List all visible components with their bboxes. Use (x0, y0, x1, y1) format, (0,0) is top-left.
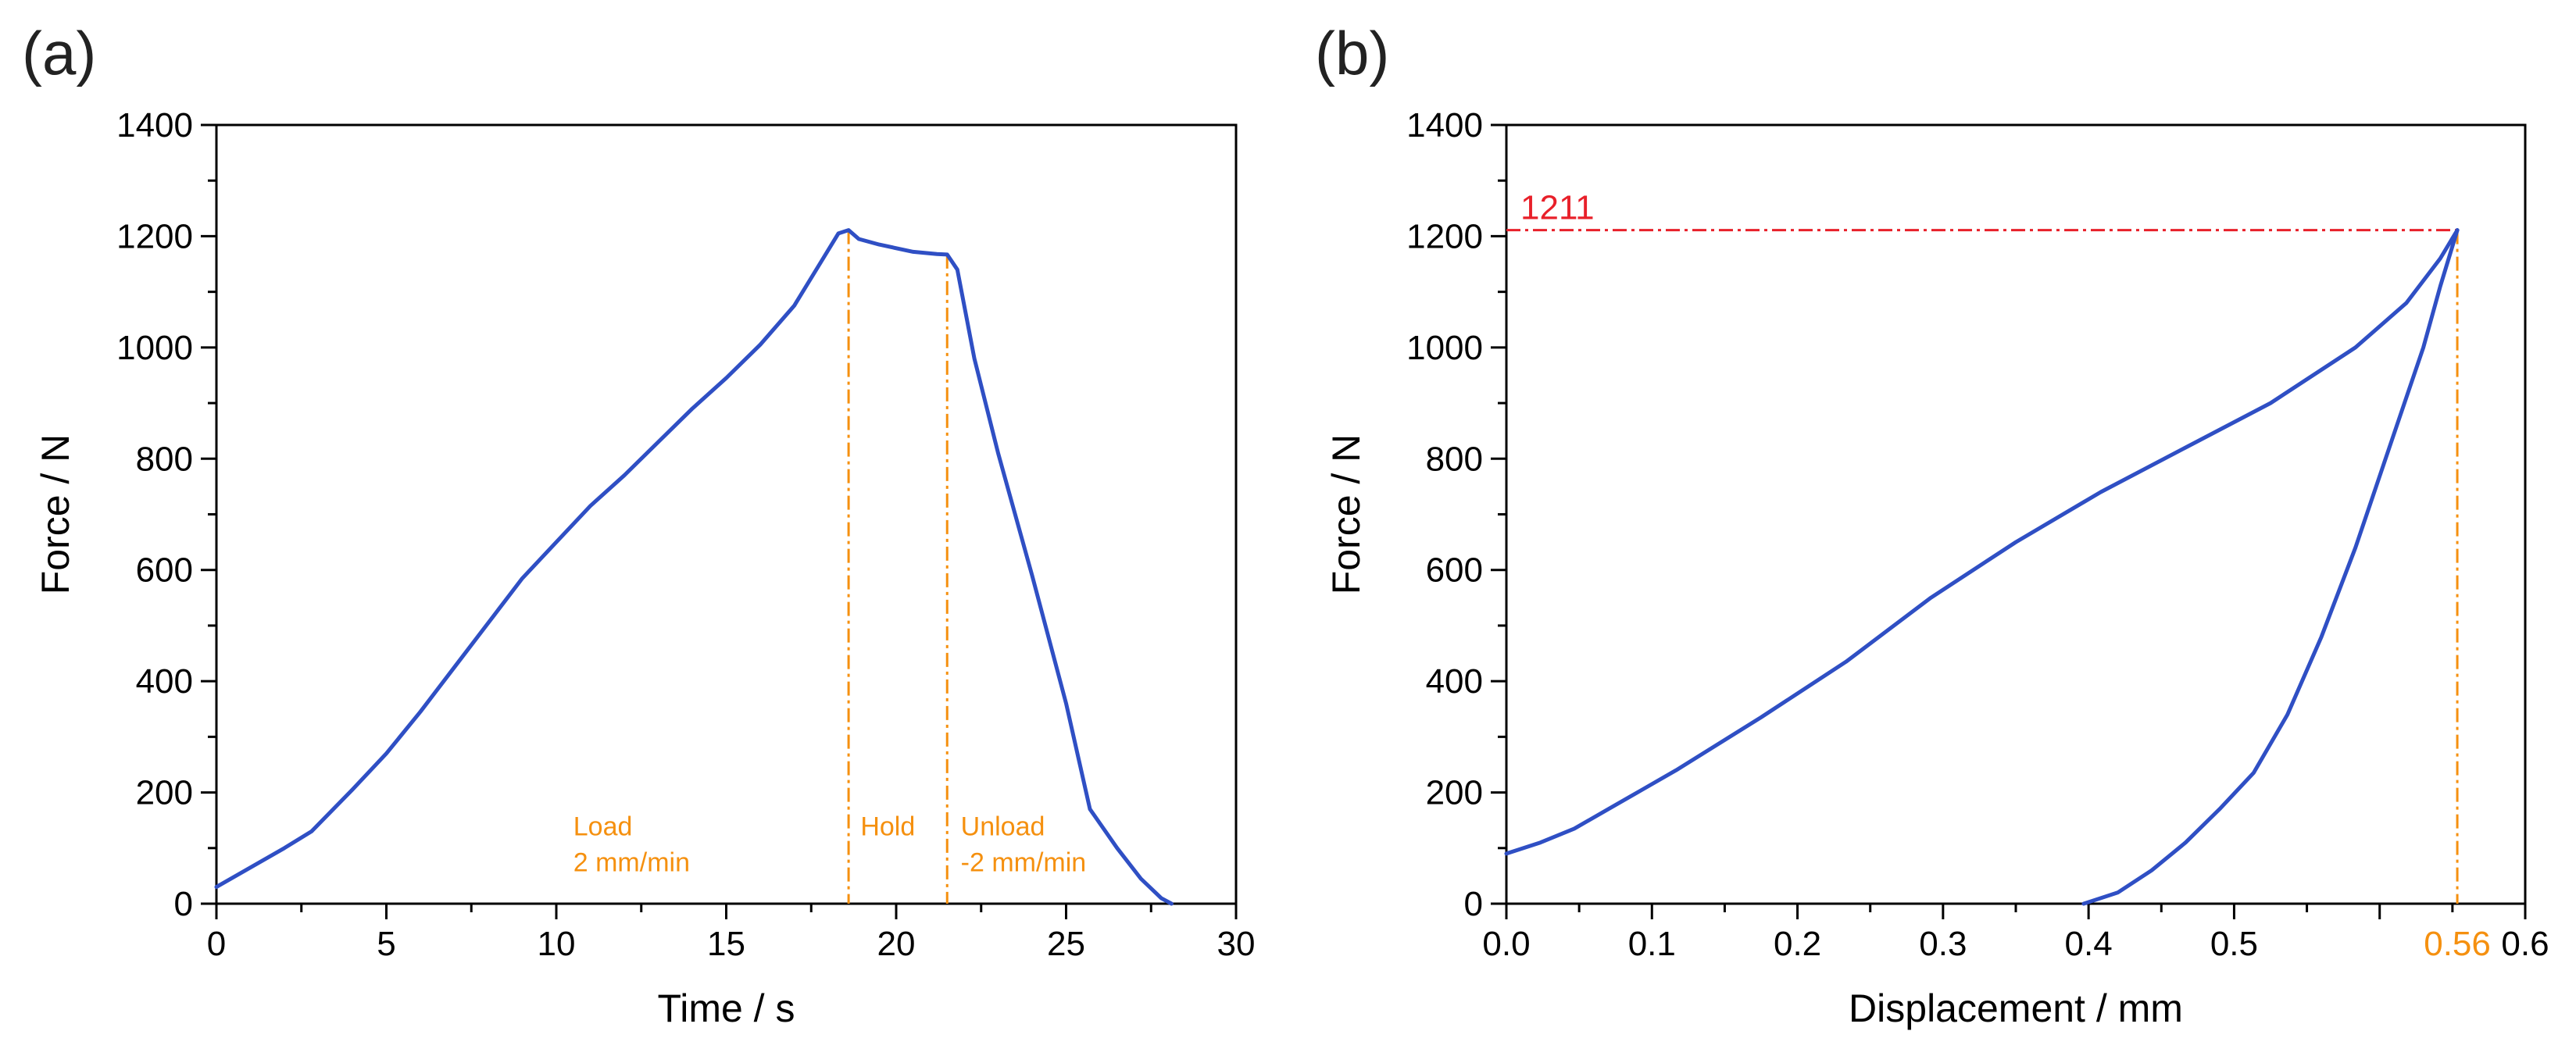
y-tick-label-b: 200 (1426, 774, 1483, 812)
x-tick-label-b: 0.6 (2501, 925, 2549, 963)
x-tick-label-a: 5 (377, 925, 395, 963)
y-tick-label-b: 1200 (1406, 217, 1483, 255)
y-axis-title-a: Force / N (34, 434, 77, 595)
x-tick-label-a: 30 (1217, 925, 1256, 963)
x-tick-label-b: 0.4 (2065, 925, 2113, 963)
y-tick-label-a: 1400 (116, 106, 193, 144)
x-tick-label-a: 20 (877, 925, 916, 963)
panel-b-chart: (b) 0.0 0.1 0.2 0.3 0.4 0.5 0.6 0 200 400 600 800 100… (1315, 19, 2549, 1030)
phase-annotation: Load (573, 812, 633, 841)
x-tick-label-b: 0.2 (1774, 925, 1821, 963)
x-tick-label-b: 0.0 (1482, 925, 1530, 963)
y-tick-label-b: 0 (1464, 885, 1483, 923)
series-line-loading (1504, 228, 2460, 856)
phase-annotation: Unload (961, 812, 1045, 841)
panel-label-a: (a) (22, 19, 96, 87)
x-tick-label-a: 15 (707, 925, 745, 963)
phase-annotation: -2 mm/min (961, 848, 1087, 878)
y-tick-label-a: 800 (136, 440, 193, 478)
x-tick-label-a: 0 (207, 925, 226, 963)
y-tick-label-b: 1400 (1406, 106, 1483, 144)
y-tick-label-b: 1000 (1406, 329, 1483, 367)
y-tick-label-a: 400 (136, 662, 193, 701)
series-line-force-time (214, 228, 1174, 906)
x-tick-label-a: 10 (538, 925, 576, 963)
y-tick-label-a: 600 (136, 551, 193, 590)
peak-displacement-label: 0.56 (2424, 925, 2491, 963)
y-axis-title-b: Force / N (1324, 434, 1368, 595)
series-line-unloading (2081, 228, 2460, 906)
panel-a-chart: (a) 0 5 10 15 20 25 30 0 200 400 600 800 1000 1200 1400… (22, 19, 1255, 1030)
phase-annotation: 2 mm/min (573, 848, 690, 878)
phase-annotation: Hold (860, 812, 915, 841)
x-tick-label-b: 0.3 (1919, 925, 1967, 963)
x-tick-label-b: 0.5 (2210, 925, 2258, 963)
x-axis-title-b: Displacement / mm (1849, 986, 2183, 1030)
y-tick-label-a: 0 (174, 885, 193, 923)
y-tick-label-a: 1000 (116, 329, 193, 367)
x-tick-label-b: 0.1 (1628, 925, 1676, 963)
plot-frame-b (1505, 123, 2527, 905)
x-axis-title-a: Time / s (658, 986, 795, 1030)
y-tick-label-b: 400 (1426, 662, 1483, 701)
y-tick-label-b: 800 (1426, 440, 1483, 478)
y-tick-label-a: 200 (136, 774, 193, 812)
panel-label-b: (b) (1315, 19, 1389, 87)
y-tick-label-a: 1200 (116, 217, 193, 255)
y-tick-label-b: 600 (1426, 551, 1483, 590)
peak-force-label: 1211 (1520, 189, 1595, 227)
x-tick-label-a: 25 (1047, 925, 1085, 963)
